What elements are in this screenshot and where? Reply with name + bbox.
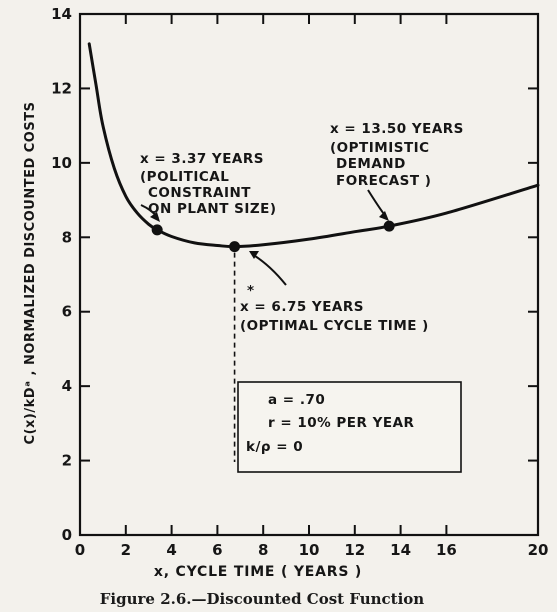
parameter-box-frame: [237, 381, 462, 473]
x-tick-label: 20: [528, 541, 549, 559]
x-tick-label: 4: [166, 541, 176, 559]
y-tick-label: 6: [62, 303, 72, 321]
figure-caption: Figure 2.6.—Discounted Cost Function: [100, 590, 425, 608]
annotation-13-50-line-4: FORECAST ): [336, 173, 431, 189]
annotation-13-50-line-3: DEMAND: [336, 156, 406, 172]
annotation-6-75: * x = 6.75 YEARS (OPTIMAL CYCLE TIME ): [240, 283, 429, 334]
arrowhead-6-75: [249, 251, 259, 259]
parameter-k-rho: k/ρ = 0: [246, 439, 303, 455]
highlight-points: [151, 220, 395, 253]
parameter-r: r = 10% PER YEAR: [268, 415, 415, 431]
annotation-6-75-line-2: (OPTIMAL CYCLE TIME ): [240, 318, 429, 334]
annotation-6-75-star: *: [247, 283, 255, 299]
axis-ticks: [79, 13, 539, 536]
axis-tick-labels: 0 2 4 6 8 10 12 14 16 20 0 2 4 6 8 10 12 14: [51, 5, 548, 559]
y-tick-label: 8: [62, 228, 72, 246]
cost-curve: [87, 42, 540, 249]
x-tick-label: 12: [344, 541, 365, 559]
y-tick-label: 10: [51, 154, 72, 172]
annotation-13-50-line-2: (OPTIMISTIC: [330, 140, 430, 156]
x-tick-label: 16: [436, 541, 457, 559]
y-tick-label: 14: [51, 5, 72, 23]
parameter-box: a = .70 r = 10% PER YEAR k/ρ = 0: [237, 381, 462, 473]
annotation-3-37: x = 3.37 YEARS (POLITICAL CONSTRAINT ON …: [140, 151, 277, 217]
y-axis-label: C(x)/kDᵃ , NORMALIZED DISCOUNTED COSTS: [23, 102, 38, 445]
y-tick-label: 2: [62, 452, 72, 470]
annotation-arrowheads: [150, 211, 389, 259]
highlight-point: [151, 224, 163, 236]
x-tick-label: 6: [212, 541, 222, 559]
y-tick-label: 12: [51, 79, 72, 97]
arrow-6-75: [251, 253, 287, 286]
highlight-point: [229, 241, 241, 253]
y-tick-label: 4: [62, 377, 72, 395]
annotation-3-37-line-4: ON PLANT SIZE): [148, 201, 277, 217]
arrowhead-3-37: [150, 212, 160, 222]
annotation-3-37-line-2: (POLITICAL: [140, 169, 229, 185]
annotation-13-50-line-1: x = 13.50 YEARS: [330, 121, 464, 137]
arrowhead-13-50: [379, 211, 389, 221]
annotation-6-75-line-1: x = 6.75 YEARS: [240, 299, 364, 315]
x-tick-label: 10: [299, 541, 320, 559]
x-tick-label: 0: [75, 541, 85, 559]
x-tick-label: 8: [258, 541, 268, 559]
x-tick-label: 2: [121, 541, 131, 559]
highlight-point: [383, 220, 395, 232]
annotation-3-37-line-3: CONSTRAINT: [148, 185, 251, 201]
y-tick-label: 0: [62, 526, 72, 544]
parameter-a: a = .70: [268, 392, 325, 408]
x-axis-label: x, CYCLE TIME ( YEARS ): [154, 564, 362, 580]
annotation-13-50: x = 13.50 YEARS (OPTIMISTIC DEMAND FOREC…: [330, 121, 464, 189]
annotation-3-37-line-1: x = 3.37 YEARS: [140, 151, 264, 167]
x-tick-label: 14: [390, 541, 411, 559]
